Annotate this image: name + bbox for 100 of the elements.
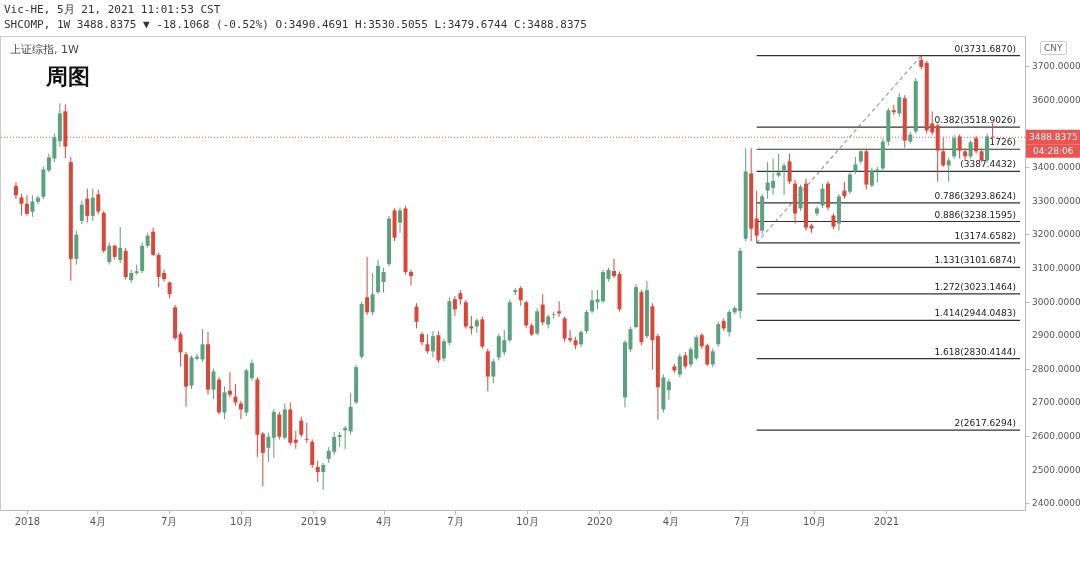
text: 上证综指, 1W <box>10 42 79 57</box>
candlestick <box>425 333 430 355</box>
candlestick <box>414 302 419 329</box>
candlestick <box>85 188 90 224</box>
candlestick <box>754 190 759 244</box>
x-tick-label: 4月 <box>89 515 107 527</box>
candlestick <box>430 330 435 358</box>
series-label: 2(2617.6294) <box>954 418 1016 429</box>
text: SHCOMP, 1W 3488.8375 ▼ -18.1068 (-0.52%) O:3490.4691 H:3530.5055 L:3479.6744 C:3488.8375 <box>4 18 587 31</box>
candlestick <box>941 137 946 168</box>
candlestick <box>524 300 529 329</box>
y-tick-label: 3700.0000 <box>1032 61 1080 72</box>
text: Vic-HE, 5月 21, 2021 11:01:53 CST <box>4 3 221 16</box>
x-tick-label: 7月 <box>161 515 178 527</box>
candlestick <box>238 400 243 420</box>
y-tick-label: 3100.0000 <box>1032 262 1080 273</box>
candlestick <box>963 148 968 161</box>
candlestick <box>968 139 973 160</box>
candlestick <box>304 422 309 444</box>
candlestick <box>222 385 227 420</box>
y-tick-label: 3300.0000 <box>1032 195 1080 206</box>
series-label: 1.414(2944.0483) <box>934 308 1016 319</box>
candlestick <box>710 348 715 368</box>
series-label: 0(3731.6870) <box>954 43 1016 54</box>
y-tick-label: 2900.0000 <box>1032 330 1080 341</box>
y-tick-label: 2500.0000 <box>1032 464 1080 475</box>
y-tick-label: 2700.0000 <box>1032 397 1080 408</box>
candlestick <box>24 194 29 217</box>
candlestick <box>381 267 386 293</box>
candlestick <box>452 295 457 317</box>
x-tick-label: 10月 <box>803 515 826 527</box>
ref-line-label: 3488.8375 <box>1029 132 1078 143</box>
candlestick <box>957 134 962 159</box>
series-label: (3387.4432) <box>960 159 1016 170</box>
series-label: 1.272(3023.1464) <box>934 281 1016 292</box>
candlestick <box>815 205 819 217</box>
text: 04:28:06 <box>1033 146 1074 157</box>
series-label: 1.618(2830.4144) <box>934 346 1016 357</box>
y-tick-label: 2800.0000 <box>1032 363 1080 374</box>
candlestick <box>952 134 957 160</box>
candlestick <box>365 256 370 316</box>
text: 周图 <box>46 63 90 91</box>
candlestick <box>321 462 326 491</box>
candlestick <box>107 242 112 266</box>
candlestick <box>491 358 496 384</box>
candlestick <box>178 331 183 367</box>
x-tick-label: 4月 <box>375 515 393 527</box>
x-tick-label: 10月 <box>230 515 253 527</box>
candlestick <box>782 162 787 196</box>
candlestick <box>590 289 595 314</box>
candlestick <box>118 226 123 264</box>
candlestick <box>370 272 375 316</box>
candlestick <box>666 378 671 401</box>
candlestick <box>847 171 852 195</box>
series-label: 0.886(3238.1595) <box>934 209 1016 220</box>
series-label: 1.131(3101.6874) <box>934 255 1016 266</box>
text: CNY <box>1040 41 1067 55</box>
candlestick <box>869 167 874 188</box>
x-tick-label: 2021 <box>873 515 900 527</box>
candlestick <box>787 153 792 185</box>
x-tick-label: 7月 <box>734 515 751 527</box>
candlestick <box>875 166 880 184</box>
candlestick <box>266 432 271 463</box>
candlestick <box>277 411 282 440</box>
candlestick <box>315 460 320 483</box>
candlestick <box>200 328 205 363</box>
candlestick <box>299 416 304 438</box>
x-tick-label: 4月 <box>662 515 680 527</box>
x-tick-label: 2019 <box>300 515 327 527</box>
candlestick <box>398 206 403 234</box>
candlestick <box>677 353 682 378</box>
y-tick-label: 2400.0000 <box>1032 498 1080 509</box>
candlestick <box>79 200 84 225</box>
candlestick <box>211 368 216 400</box>
y-tick-label: 3600.0000 <box>1032 94 1080 105</box>
candlestick <box>151 227 156 257</box>
candlestick <box>310 438 315 469</box>
candlestick <box>260 431 265 487</box>
candlestick <box>469 315 474 336</box>
candlestick <box>557 300 562 318</box>
series-label: 0.786(3293.8624) <box>934 190 1016 201</box>
candlestick <box>584 309 589 335</box>
y-tick-label: 2600.0000 <box>1032 431 1080 442</box>
candlestick <box>946 157 951 183</box>
series-label: 0.382(3518.9026) <box>934 115 1016 126</box>
candlestick <box>535 307 540 336</box>
candlestick <box>540 293 545 326</box>
candlestick <box>96 189 101 215</box>
candlestick <box>35 195 40 205</box>
candlestick <box>249 358 254 382</box>
x-tick-label: 10月 <box>516 515 539 527</box>
x-tick-label: 2018 <box>14 515 41 527</box>
candlestick <box>30 194 35 218</box>
candlestick <box>798 184 803 212</box>
candlestick <box>227 371 232 398</box>
candlestick <box>825 180 830 211</box>
x-tick-label: 2020 <box>586 515 613 527</box>
candlestick <box>409 269 413 286</box>
candlestick <box>820 183 825 209</box>
candlestick <box>518 285 523 307</box>
